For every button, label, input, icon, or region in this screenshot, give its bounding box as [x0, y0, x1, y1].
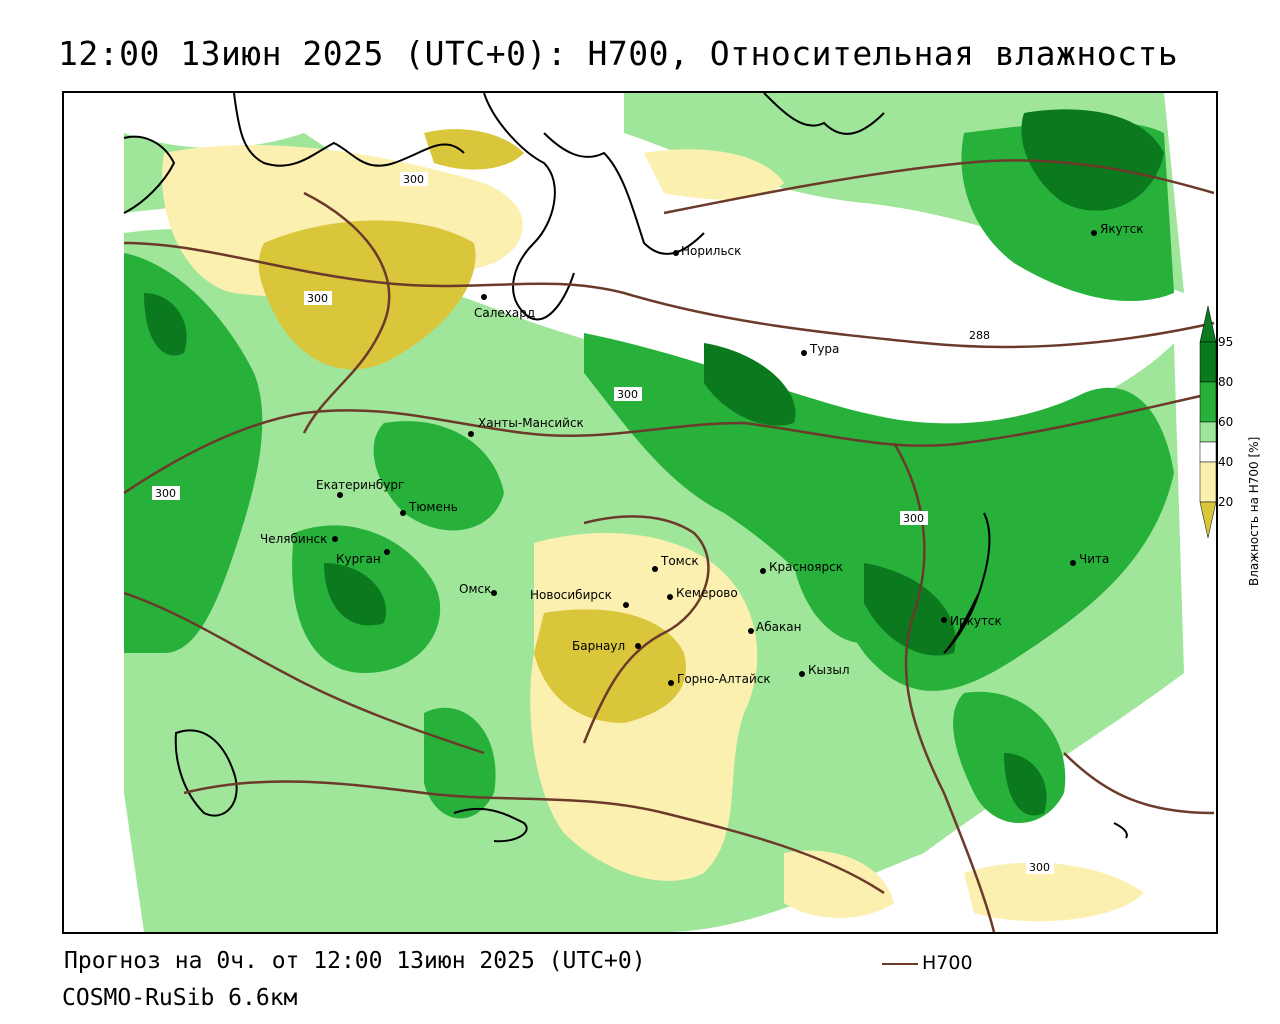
- humid-core: [864, 563, 956, 656]
- city-label-kurgan: Курган: [336, 552, 381, 566]
- humid-area: [424, 707, 496, 819]
- contour-label: 288: [969, 329, 990, 342]
- humidity-colorbar: 95 80 60 40 20 Влажность на H700 [%]: [1198, 302, 1278, 592]
- humid-core: [1004, 753, 1047, 816]
- city-dot: [623, 602, 629, 608]
- city-dot: [1091, 230, 1097, 236]
- city-dot: [481, 294, 487, 300]
- city-dot: [748, 628, 754, 634]
- dry-core: [534, 609, 686, 723]
- dry-area: [784, 850, 894, 918]
- colorbar-segment-95: [1199, 341, 1217, 383]
- city-label-tura: Тура: [809, 342, 839, 356]
- contour-label: 300: [1029, 861, 1050, 874]
- city-label-nsk: Новосибирск: [530, 588, 612, 602]
- city-label-chita: Чита: [1079, 552, 1109, 566]
- humidity-fill-layer: [124, 93, 1184, 932]
- city-dot: [635, 643, 641, 649]
- city-dot: [667, 594, 673, 600]
- colorbar-segment-50: [1199, 441, 1217, 463]
- city-label-krsk: Красноярск: [769, 560, 843, 574]
- dry-area: [964, 862, 1144, 922]
- city-dot: [332, 536, 338, 542]
- contour-label: 300: [155, 487, 176, 500]
- h700-contours: [123, 159, 1215, 932]
- forecast-caption: Прогноз на 0ч. от 12:00 13июн 2025 (UTC+…: [64, 948, 646, 974]
- colorbar-tick: 60: [1218, 415, 1233, 429]
- humid-core: [1021, 109, 1164, 211]
- city-dot: [668, 680, 674, 686]
- dry-area: [644, 149, 784, 200]
- contour-label: 300: [403, 173, 424, 186]
- city-label-gorno: Горно-Алтайск: [677, 672, 771, 686]
- contour-label: 300: [617, 388, 638, 401]
- dry-core: [424, 129, 524, 170]
- coastline-layer: [123, 93, 1128, 843]
- city-dot: [491, 590, 497, 596]
- city-label-omsk: Омск: [459, 582, 491, 596]
- city-dot: [400, 510, 406, 516]
- contour-label-group: 300 300 300 288 300 300 300: [152, 172, 1054, 874]
- humid-area: [373, 421, 504, 531]
- city-label-yakutsk: Якутск: [1100, 222, 1144, 236]
- city-label-barnaul: Барнаул: [572, 639, 625, 653]
- colorbar-segment-60: [1199, 421, 1217, 443]
- h700-legend-label: H700: [922, 952, 973, 974]
- city-label-chel: Челябинск: [260, 532, 327, 546]
- colorbar-tick: 20: [1218, 495, 1233, 509]
- city-label-norilsk: Норильск: [681, 244, 741, 258]
- map-canvas: 300 300 300 288 300 300 300 Норильск Яку…: [123, 93, 1215, 932]
- city-label-kyzyl: Кызыл: [808, 663, 850, 677]
- colorbar-segment-80: [1199, 381, 1217, 423]
- city-label-salekhard: Салехард: [474, 306, 535, 320]
- city-markers: Норильск Якутск Салехард Тура Ханты-Манс…: [260, 222, 1144, 686]
- colorbar-tick: 40: [1218, 455, 1233, 469]
- colorbar-top-arrow: [1199, 305, 1217, 343]
- city-dot: [760, 568, 766, 574]
- dry-core: [258, 220, 476, 370]
- colorbar-label: Влажность на H700 [%]: [1247, 437, 1261, 586]
- map-title: 12:00 13июн 2025 (UTC+0): H700, Относите…: [58, 34, 1179, 73]
- city-label-irkutsk: Иркутск: [950, 614, 1002, 628]
- humid-core: [324, 563, 386, 626]
- city-dot: [941, 617, 947, 623]
- contour-label: 300: [307, 292, 328, 305]
- h700-legend-swatch: [882, 962, 918, 965]
- city-dot: [652, 566, 658, 572]
- colorbar-tick: 95: [1218, 335, 1233, 349]
- city-dot: [468, 431, 474, 437]
- humid-core: [144, 293, 187, 356]
- city-label-tyumen: Тюмень: [408, 500, 458, 514]
- city-label-khanty: Ханты-Мансийск: [478, 416, 584, 430]
- humid-core: [704, 343, 796, 426]
- h700-legend: H700: [882, 952, 973, 974]
- city-dot: [1070, 560, 1076, 566]
- contour-label: 300: [903, 512, 924, 525]
- city-dot: [673, 250, 679, 256]
- city-dot: [799, 671, 805, 677]
- humidity-map[interactable]: 300 300 300 288 300 300 300 Норильск Яку…: [62, 91, 1218, 934]
- city-dot: [384, 549, 390, 555]
- city-label-ekb: Екатеринбург: [316, 478, 404, 492]
- colorbar-bottom-arrow: [1199, 501, 1217, 539]
- colorbar-tick: 80: [1218, 375, 1233, 389]
- city-label-kemerovo: Кемерово: [676, 586, 738, 600]
- colorbar-segment-40: [1199, 461, 1217, 503]
- city-dot: [801, 350, 807, 356]
- city-label-abakan: Абакан: [756, 620, 801, 634]
- city-label-tomsk: Томск: [660, 554, 699, 568]
- city-dot: [337, 492, 343, 498]
- model-caption: COSMO-RuSib 6.6км: [62, 985, 298, 1011]
